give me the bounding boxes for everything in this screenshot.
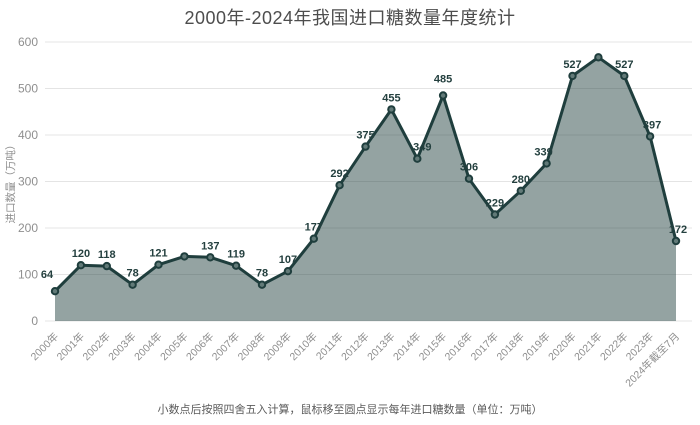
data-point-marker-4[interactable]	[154, 260, 163, 269]
y-tick-label: 600	[18, 35, 38, 49]
x-tick-label: 2000年	[28, 330, 61, 363]
data-point-marker-15[interactable]	[438, 91, 448, 100]
x-tick-label: 2019年	[520, 330, 553, 363]
data-point-marker-21[interactable]	[594, 53, 603, 62]
data-point-label: 527	[615, 59, 633, 71]
data-point-marker-9[interactable]	[283, 267, 293, 276]
x-tick-label: 2009年	[261, 330, 294, 363]
y-tick-label: 300	[18, 175, 38, 189]
chart-title: 2000年-2024年我国进口糖数量年度统计	[184, 8, 516, 28]
chart-footnote: 小数点后按照四舍五入计算，鼠标移至圆点显示每年进口糖数量（单位：万吨）	[157, 404, 543, 416]
data-point-marker-18[interactable]	[516, 186, 525, 196]
data-point-label: 375	[356, 130, 374, 142]
data-point-label: 292	[330, 168, 348, 180]
y-tick-label: 200	[18, 221, 38, 235]
data-point-marker-0[interactable]	[50, 287, 60, 296]
data-point-label: 172	[669, 224, 687, 236]
x-tick-label: 2015年	[416, 330, 449, 363]
data-point-label: 455	[382, 92, 400, 104]
x-tick-label: 2004年	[131, 330, 164, 363]
data-point-label: 280	[512, 174, 530, 186]
data-point-marker-10[interactable]	[309, 234, 318, 243]
x-tick-label: 2012年	[338, 330, 371, 363]
data-point-label: 137	[201, 240, 219, 252]
data-point-marker-19[interactable]	[542, 159, 551, 168]
x-tick-label: 2016年	[442, 330, 475, 363]
x-tick-label: 2017年	[468, 330, 501, 363]
data-point-label: 118	[98, 249, 116, 261]
data-point-marker-14[interactable]	[413, 154, 422, 163]
data-point-marker-13[interactable]	[387, 105, 396, 114]
x-tick-label: 2003年	[106, 330, 139, 363]
x-tick-label: 2022年	[597, 330, 630, 363]
area-fill	[55, 57, 676, 322]
y-tick-label: 0	[31, 314, 38, 328]
x-tick-label: 2001年	[54, 330, 87, 363]
x-tick-label: 2014年	[390, 330, 423, 363]
y-tick-label: 500	[18, 82, 38, 96]
data-point-marker-7[interactable]	[231, 261, 241, 270]
x-tick-label: 2007年	[209, 330, 242, 363]
data-point-label: 339	[534, 146, 552, 158]
x-tick-label: 2013年	[364, 330, 397, 363]
data-point-marker-12[interactable]	[361, 142, 370, 151]
data-point-label: 349	[413, 142, 431, 154]
data-point-marker-5[interactable]	[180, 252, 189, 261]
data-point-label: 121	[149, 248, 167, 260]
data-point-marker-20[interactable]	[568, 71, 577, 81]
data-point-label: 78	[126, 268, 138, 280]
data-point-marker-2[interactable]	[102, 261, 112, 271]
y-axis-title: 进口数量（万吨）	[4, 140, 17, 224]
data-point-label: 306	[460, 162, 478, 174]
data-point-marker-17[interactable]	[490, 210, 500, 219]
x-tick-label: 2018年	[494, 330, 527, 363]
data-point-marker-23[interactable]	[645, 132, 655, 141]
x-tick-label: 2011年	[313, 330, 346, 363]
data-point-label: 120	[72, 248, 90, 260]
y-tick-label: 100	[18, 268, 38, 282]
data-point-marker-24[interactable]	[671, 236, 681, 246]
data-point-label: 177	[305, 222, 323, 234]
data-point-label: 107	[279, 254, 297, 266]
x-tick-label: 2006年	[183, 330, 216, 363]
data-point-label: 485	[434, 74, 452, 86]
x-tick-label: 2002年	[80, 330, 113, 363]
data-point-marker-11[interactable]	[335, 181, 344, 190]
data-point-label: 229	[486, 198, 504, 210]
data-point-marker-3[interactable]	[128, 280, 137, 289]
data-point-marker-1[interactable]	[76, 261, 86, 270]
x-tick-label: 2020年	[545, 330, 578, 363]
data-point-marker-6[interactable]	[206, 253, 215, 262]
y-tick-label: 400	[18, 128, 38, 142]
data-point-marker-22[interactable]	[620, 71, 629, 81]
data-point-marker-16[interactable]	[464, 174, 474, 183]
data-point-label: 119	[227, 249, 245, 261]
x-tick-label: 2005年	[157, 330, 190, 363]
x-tick-label: 2010年	[287, 330, 320, 363]
x-tick-label: 2021年	[571, 330, 604, 363]
data-point-label: 527	[563, 59, 581, 71]
data-point-label: 64	[41, 269, 54, 281]
x-tick-label: 2008年	[235, 330, 268, 363]
data-point-label: 397	[643, 119, 661, 131]
data-point-label: 78	[256, 268, 268, 280]
data-point-marker-8[interactable]	[257, 280, 267, 289]
